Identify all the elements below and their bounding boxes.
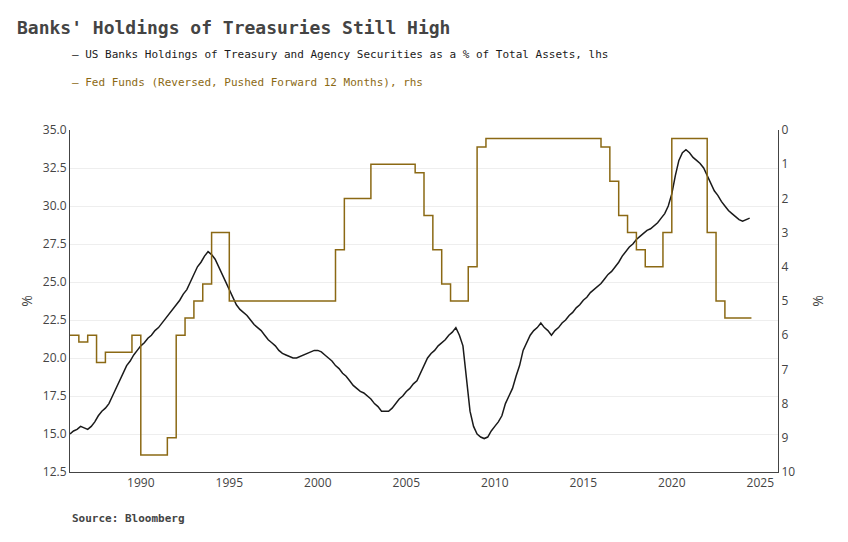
svg-text:2000: 2000 xyxy=(304,474,332,491)
svg-text:7: 7 xyxy=(781,361,788,378)
svg-text:2010: 2010 xyxy=(481,474,509,491)
svg-text:2005: 2005 xyxy=(393,474,421,491)
svg-text:4: 4 xyxy=(781,258,788,275)
svg-text:3: 3 xyxy=(781,224,788,241)
svg-text:6: 6 xyxy=(781,326,788,343)
svg-text:2015: 2015 xyxy=(570,474,598,491)
svg-text:15.0: 15.0 xyxy=(43,425,67,442)
svg-text:— US Banks Holdings of Treasur: — US Banks Holdings of Treasury and Agen… xyxy=(72,48,608,61)
svg-text:8: 8 xyxy=(781,395,788,412)
svg-text:— Fed Funds (Reversed, Pushed: — Fed Funds (Reversed, Pushed Forward 12… xyxy=(72,76,423,89)
svg-text:35.0: 35.0 xyxy=(43,121,67,138)
svg-text:Banks' Holdings of Treasuries: Banks' Holdings of Treasuries Still High xyxy=(17,17,450,38)
svg-text:2025: 2025 xyxy=(747,474,775,491)
svg-text:12.5: 12.5 xyxy=(43,463,67,480)
svg-text:0: 0 xyxy=(781,121,788,138)
svg-text:25.0: 25.0 xyxy=(43,273,67,290)
svg-text:5: 5 xyxy=(781,292,788,309)
svg-text:10: 10 xyxy=(781,463,795,480)
svg-text:1: 1 xyxy=(781,155,788,172)
svg-text:22.5: 22.5 xyxy=(43,311,67,328)
svg-text:27.5: 27.5 xyxy=(43,235,67,252)
svg-text:Source: Bloomberg: Source: Bloomberg xyxy=(72,512,185,525)
svg-text:32.5: 32.5 xyxy=(43,159,67,176)
svg-text:1995: 1995 xyxy=(216,474,244,491)
svg-text:30.0: 30.0 xyxy=(43,197,67,214)
svg-text:2020: 2020 xyxy=(658,474,686,491)
svg-text:20.0: 20.0 xyxy=(43,349,67,366)
svg-text:2: 2 xyxy=(781,190,788,207)
svg-text:1990: 1990 xyxy=(127,474,155,491)
svg-text:%: % xyxy=(808,295,827,307)
svg-text:17.5: 17.5 xyxy=(43,387,67,404)
svg-text:9: 9 xyxy=(781,429,788,446)
svg-text:%: % xyxy=(17,295,36,307)
